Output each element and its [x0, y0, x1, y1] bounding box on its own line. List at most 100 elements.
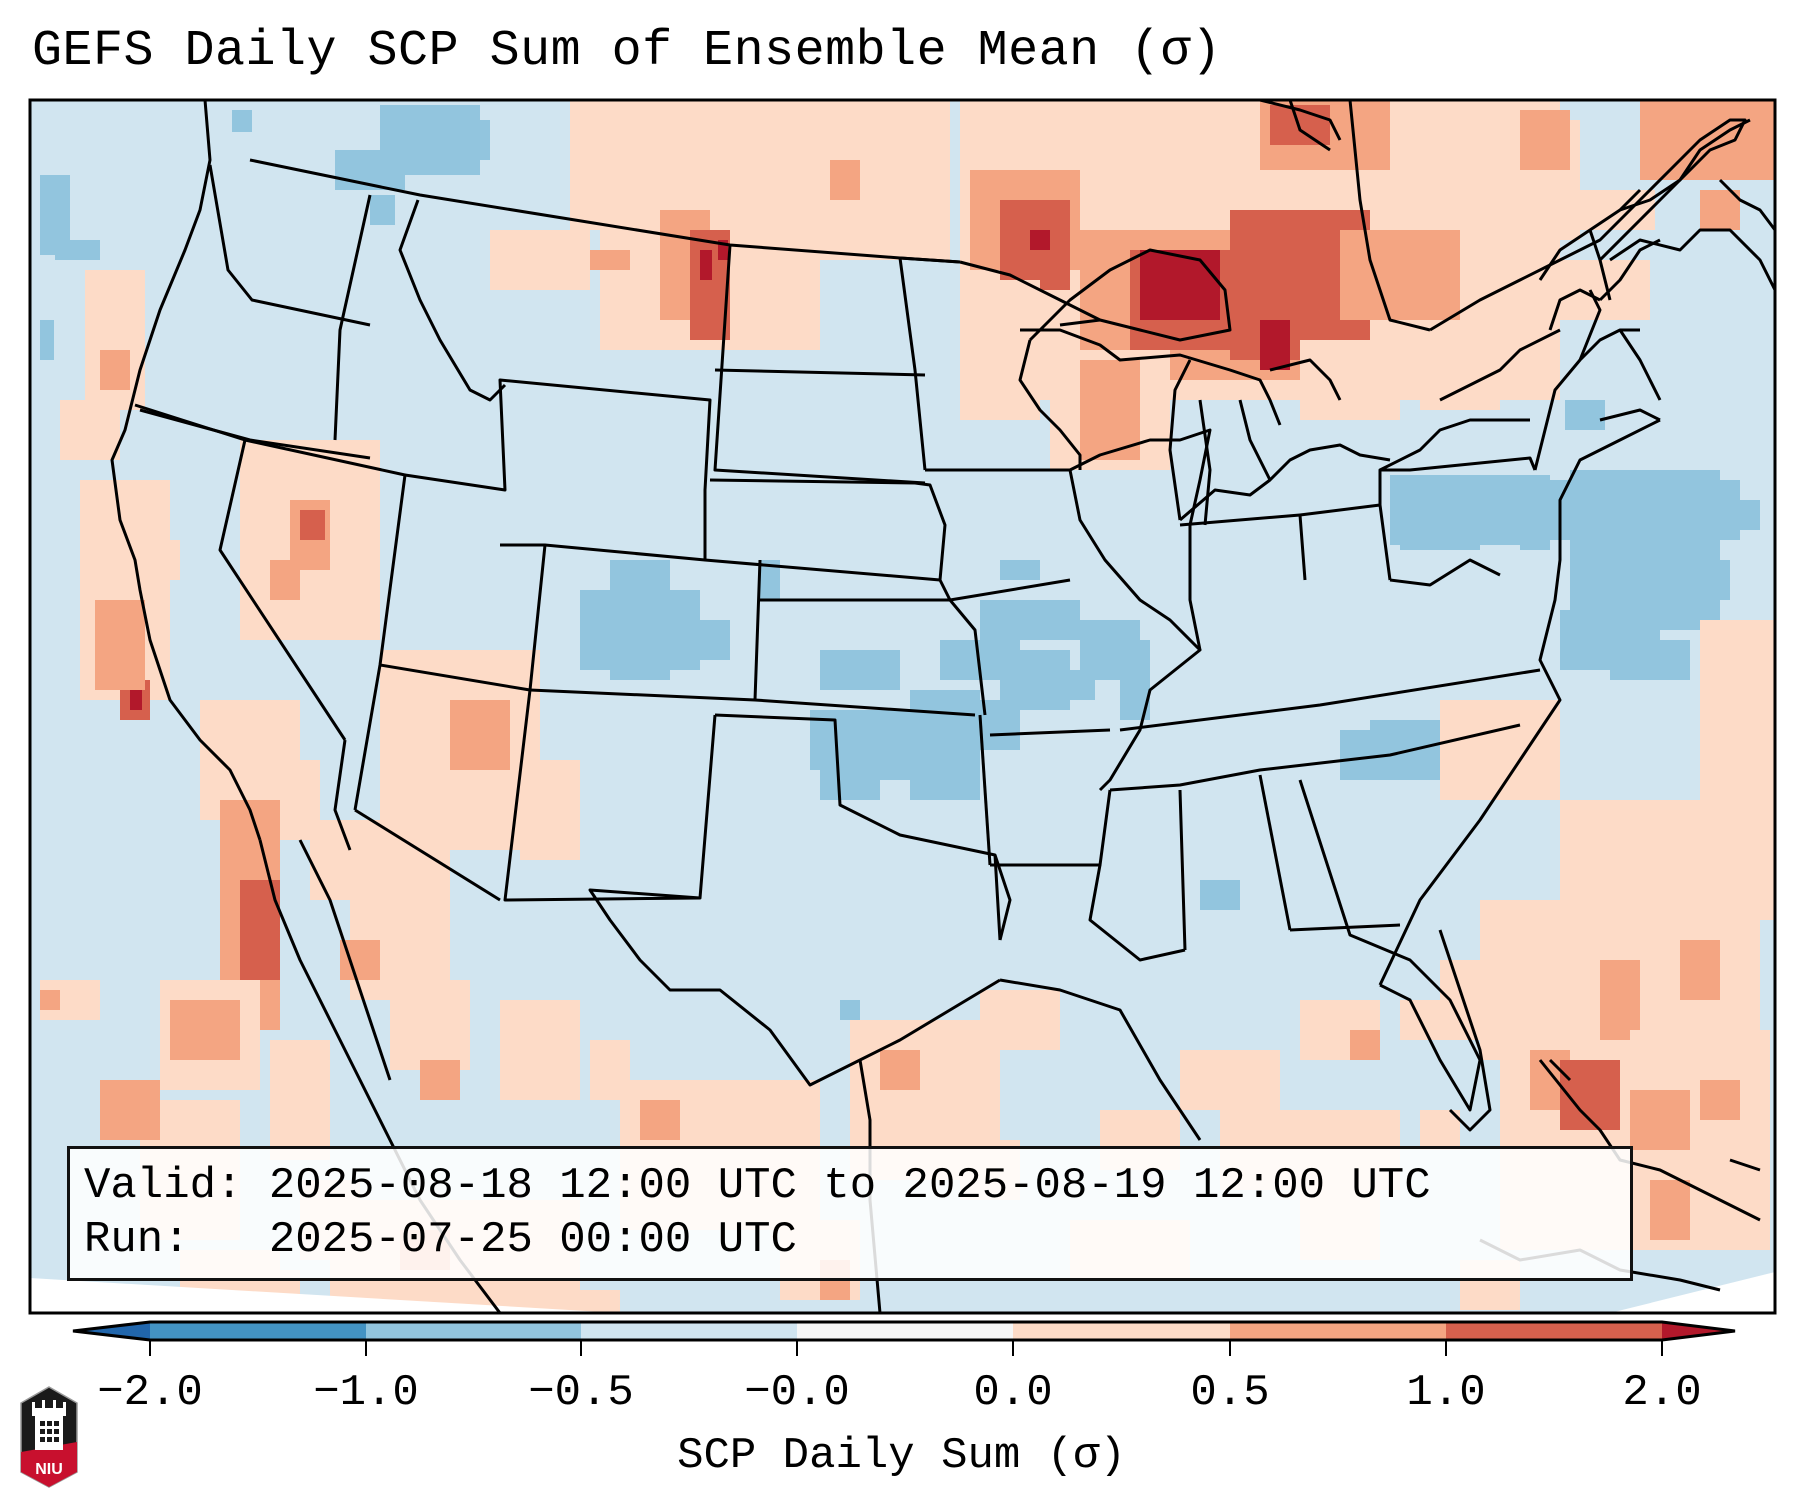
boundary-line: [938, 579, 952, 601]
anomaly-cell: [60, 400, 120, 460]
colorbar-bin: [1013, 1322, 1230, 1340]
anomaly-cell: [700, 250, 712, 280]
colorbar-tick-label: 2.0: [1622, 1368, 1702, 1418]
boundary-line: [244, 438, 407, 811]
anomaly-cell: [1520, 520, 1550, 550]
boundary-line: [134, 403, 246, 442]
anomaly-cell: [1260, 320, 1290, 370]
anomaly-cell: [830, 160, 860, 200]
boundary-line: [760, 598, 987, 716]
boundary-line: [1389, 558, 1501, 587]
colorbar-bin: [1446, 1322, 1662, 1340]
boundary-line: [993, 854, 1012, 941]
colorbar-bin: [797, 1322, 1013, 1340]
boundary-line: [713, 244, 926, 485]
anomaly-cell: [1600, 1000, 1630, 1040]
boundary-line: [1379, 418, 1530, 472]
boundary-line: [709, 478, 947, 581]
boundary-line: [1548, 1058, 1572, 1082]
anomaly-cell: [1200, 880, 1240, 910]
boundary-line: [1020, 328, 1282, 426]
anomaly-cell: [980, 990, 1060, 1050]
anomaly-cell: [1180, 1050, 1280, 1110]
colorbar-tick-label: −2.0: [97, 1368, 203, 1418]
anomaly-cell: [370, 195, 395, 225]
anomaly-cell: [420, 1060, 460, 1100]
anomaly-cell: [1340, 230, 1460, 320]
boundary-line: [1289, 923, 1401, 932]
anomaly-cell: [1300, 340, 1400, 420]
boundary-line: [208, 164, 371, 327]
colorbar-title: SCP Daily Sum (σ): [677, 1431, 1126, 1481]
colorbar-bin: [1230, 1322, 1446, 1340]
anomaly-cell: [150, 540, 180, 580]
anomaly-cell: [170, 1000, 240, 1060]
colorbar-tick-label: 1.0: [1406, 1368, 1486, 1418]
boundary-line: [333, 194, 372, 441]
anomaly-cell: [840, 1000, 860, 1020]
anomaly-cell: [1565, 400, 1605, 430]
boundary-line: [354, 808, 501, 902]
valid-time-box: Valid: 2025-08-18 12:00 UTC to 2025-08-1…: [67, 1146, 1633, 1281]
domain-edge-left: [30, 1278, 620, 1313]
colorbar-tick-label: 0.5: [1190, 1368, 1270, 1418]
valid-time-text: Valid: 2025-08-18 12:00 UTC to 2025-08-1…: [84, 1161, 1431, 1211]
boundary-line: [1198, 399, 1212, 526]
anomaly-cell: [960, 700, 1020, 750]
boundary-line: [218, 439, 347, 741]
boundary-line: [714, 713, 1002, 941]
anomaly-cell: [1720, 500, 1760, 530]
boundary-line: [1168, 359, 1192, 521]
boundary-line: [754, 698, 976, 717]
map-frame: [28, 98, 1777, 1315]
boundary-line: [1178, 789, 1187, 951]
colorbar-bin: [150, 1322, 366, 1340]
anomaly-cell: [270, 560, 300, 600]
boundary-line: [1269, 358, 1342, 401]
boundary-line: [333, 739, 352, 851]
anomaly-cell: [800, 100, 950, 260]
boundary-line: [1259, 100, 1342, 141]
anomaly-cell: [1630, 1090, 1690, 1150]
anomaly-cell: [1700, 1080, 1740, 1120]
boundary-line: [1298, 779, 1482, 1112]
boundary-line: [1288, 100, 1331, 152]
anomaly-cell: [820, 650, 900, 690]
anomaly-cell: [40, 320, 54, 360]
boundary-line: [999, 978, 1202, 1141]
anomaly-cell: [1700, 190, 1740, 230]
boundary-line: [1378, 456, 1537, 505]
anomaly-cell: [570, 100, 800, 230]
boundary-line: [404, 378, 712, 562]
anomaly-cell: [1400, 1000, 1460, 1040]
boundary-line: [978, 714, 992, 866]
colorbar-over-arrow: [1662, 1322, 1735, 1340]
boundary-line: [1088, 864, 1186, 962]
anomaly-cell: [1560, 260, 1650, 320]
anomaly-cell: [1000, 560, 1040, 580]
boundary-line: [714, 368, 926, 377]
colorbar-tick-label: −1.0: [313, 1368, 419, 1418]
anomaly-cell: [100, 1080, 160, 1140]
colorbar-tick-label: 0.0: [973, 1368, 1053, 1418]
anomaly-cell: [1350, 1030, 1380, 1060]
boundary-line: [1258, 774, 1292, 931]
anomaly-cell: [880, 1050, 920, 1090]
boundary-line: [1109, 723, 1521, 792]
anomaly-cell: [100, 350, 130, 390]
anomaly-cell: [1520, 110, 1570, 170]
anomaly-cell: [590, 250, 630, 270]
colorbar-tick-label: −0.0: [744, 1368, 850, 1418]
anomaly-cell: [390, 980, 470, 1070]
boundary-line: [398, 199, 507, 402]
anomaly-cell: [1340, 730, 1380, 780]
boundary-line: [1068, 469, 1202, 792]
colorbar-under-arrow: [73, 1322, 150, 1340]
anomaly-cell: [450, 700, 510, 770]
boundary-line: [1538, 1059, 1761, 1222]
anomaly-cell: [1030, 230, 1050, 250]
anomaly-cell: [520, 760, 580, 860]
boundary-line: [1619, 118, 1751, 212]
anomaly-cell: [270, 1040, 330, 1160]
domain-edge-right: [1610, 1272, 1775, 1313]
